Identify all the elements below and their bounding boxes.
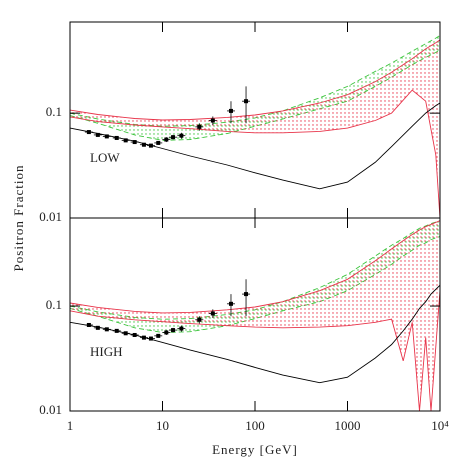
data-point [156,140,161,145]
x-tick-label: 1000 [335,418,361,433]
data-point [171,135,176,140]
data-point [244,292,249,297]
data-point [171,328,176,333]
data-point [197,124,202,129]
x-tick-label: 10⁴ [431,418,449,433]
plot-area [70,35,440,218]
band-upper [70,220,440,314]
y-tick-label: 0.1 [46,297,62,312]
data-point [164,137,169,142]
data-point [114,135,119,140]
data-point [132,140,137,145]
x-tick-label: 1 [67,418,74,433]
line [70,102,440,190]
annotation: HIGH [90,344,123,359]
data-point [95,325,100,330]
data-point [141,335,146,340]
data-point [95,132,100,137]
y-axis-label: Positron Fraction [11,165,26,272]
y-tick-label: 0.01 [39,402,62,417]
data-point [141,142,146,147]
data-point [114,328,119,333]
data-point [123,138,128,143]
data-point [228,108,233,113]
data-point [179,326,184,331]
band-upper [70,35,440,127]
data-point [123,331,128,336]
data-point [148,143,153,148]
annotation: LOW [90,150,120,165]
data-point [86,130,91,135]
data-point [210,118,215,123]
data-point [156,333,161,338]
plot-area [70,220,440,411]
x-axis-label: Energy [GeV] [212,442,298,457]
data-point [104,327,109,332]
data-point [164,330,169,335]
data-point [86,322,91,327]
data-point [228,301,233,306]
y-tick-label: 0.01 [39,209,62,224]
line [70,284,440,384]
data-point [148,336,153,341]
band-upper [70,39,440,121]
data-point [197,317,202,322]
data-point [210,311,215,316]
x-tick-label: 10 [156,418,169,433]
band-lower [70,89,440,218]
band-lower [70,290,440,411]
y-tick-label: 0.1 [46,104,62,119]
data-point [132,332,137,337]
data-point [104,134,109,139]
band-fill [70,39,440,218]
band-fill [70,220,440,411]
data-point [179,133,184,138]
x-tick-label: 100 [245,418,265,433]
data-point [244,99,249,104]
band-lower [70,49,440,141]
